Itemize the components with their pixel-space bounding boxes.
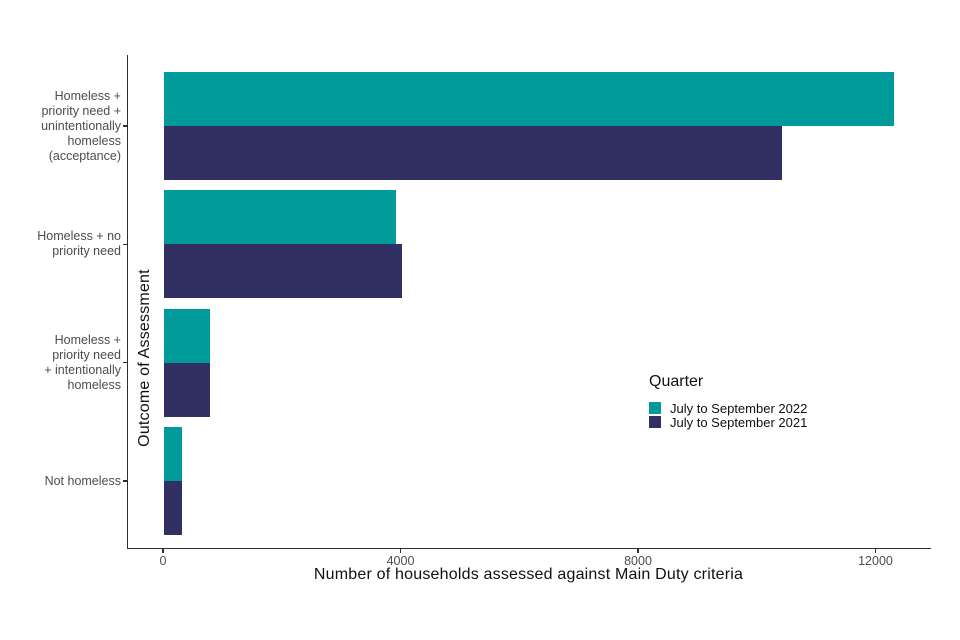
y-category-label: Not homeless xyxy=(44,473,121,488)
y-axis-title: Outcome of Assessment xyxy=(136,269,153,447)
x-tick-label: 8000 xyxy=(624,554,652,568)
y-tick-mark xyxy=(122,480,127,482)
plot-panel: Outcome of Assessment xyxy=(127,55,931,549)
legend: Quarter July to September 2022 July to Se… xyxy=(649,373,807,430)
legend-items: July to September 2022 July to September … xyxy=(649,400,808,430)
bar-series1-cat1 xyxy=(164,244,402,299)
y-category-label: Homeless + priority need + intentionally ho… xyxy=(44,332,121,392)
bar-series0-cat3 xyxy=(164,426,183,481)
bar-series0-cat0 xyxy=(164,72,895,126)
x-tick-label: 4000 xyxy=(386,554,415,568)
legend-swatch-icon xyxy=(649,416,661,428)
bar-series1-cat0 xyxy=(164,126,782,180)
y-tick-mark xyxy=(122,125,127,127)
legend-swatch-icon xyxy=(649,402,661,414)
legend-item: July to September 2021 xyxy=(649,414,808,430)
bar-series1-cat2 xyxy=(164,362,210,417)
x-tick-label: 0 xyxy=(159,554,167,568)
bar-series0-cat2 xyxy=(164,308,211,363)
x-tick-label: 12000 xyxy=(858,554,893,568)
x-tick-mark xyxy=(874,548,877,553)
x-axis-title: Number of households assessed against Ma… xyxy=(313,566,744,583)
y-category-label: Homeless + priority need + unintentionally… xyxy=(41,88,121,163)
bar-series0-cat1 xyxy=(164,190,396,245)
legend-item-label: July to September 2021 xyxy=(670,414,808,430)
legend-item-label: July to September 2022 xyxy=(670,400,808,416)
y-tick-mark xyxy=(122,362,127,364)
x-tick-mark xyxy=(637,548,639,553)
legend-title: Quarter xyxy=(649,373,704,390)
y-category-label: Homeless + no priority need xyxy=(37,229,121,259)
x-tick-mark xyxy=(399,548,402,553)
y-tick-mark xyxy=(122,243,127,245)
x-tick-mark xyxy=(162,548,164,553)
legend-item: July to September 2022 xyxy=(649,400,808,416)
bar-series1-cat3 xyxy=(164,480,183,535)
